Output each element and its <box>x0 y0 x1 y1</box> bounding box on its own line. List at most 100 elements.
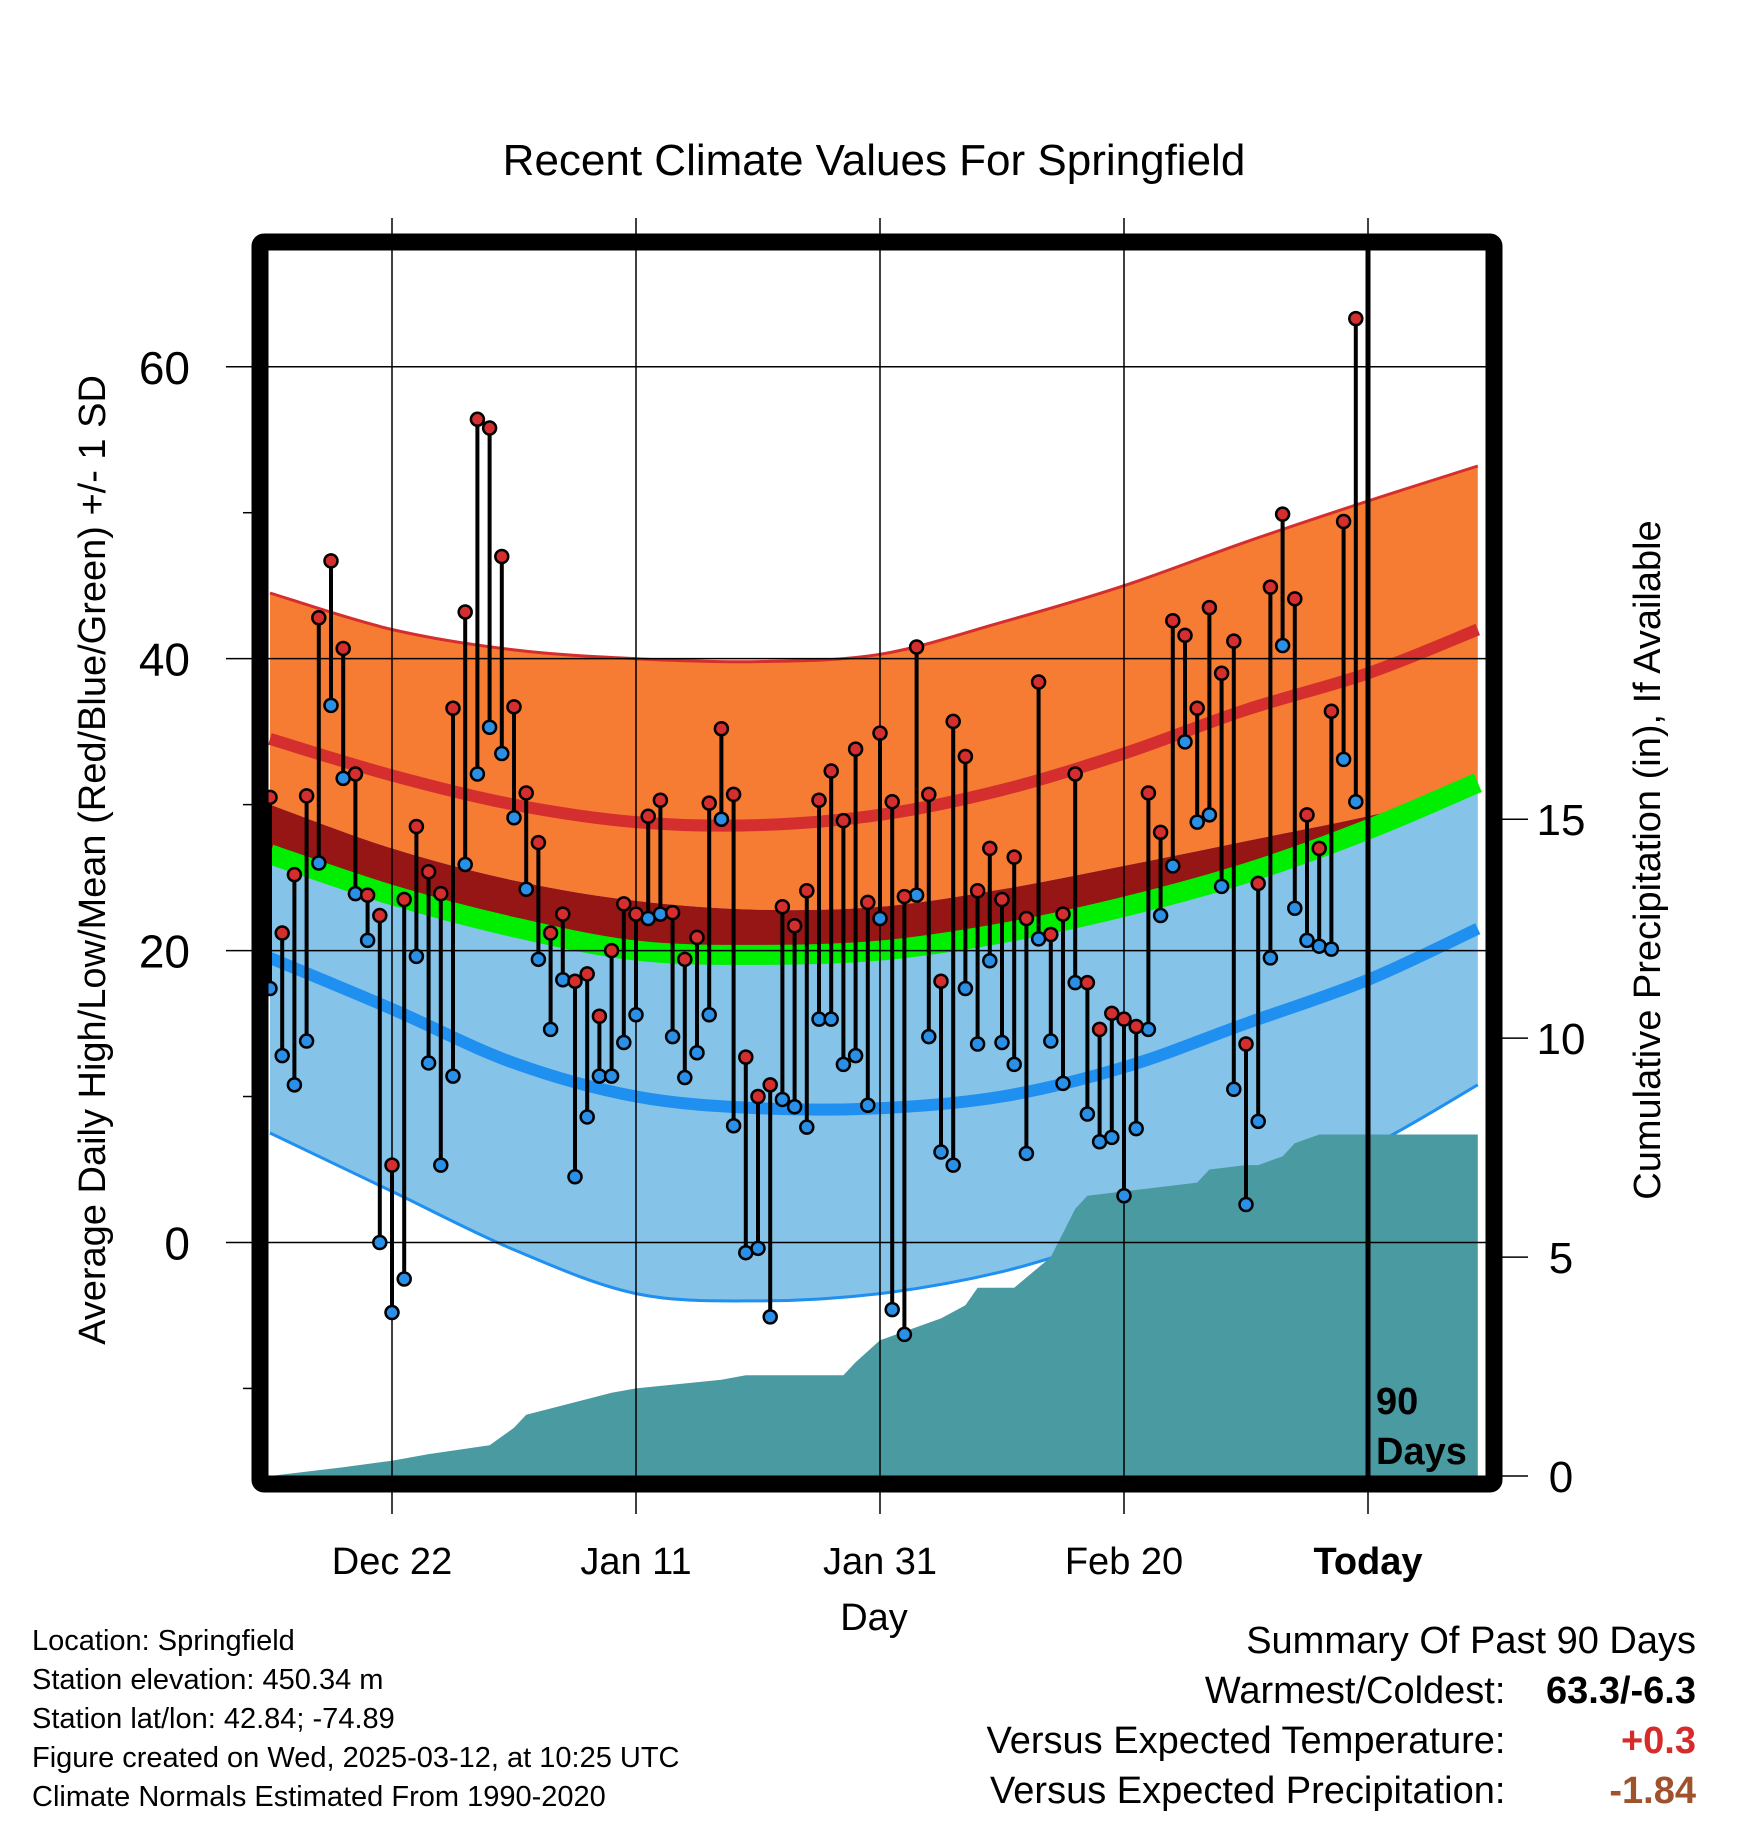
daily-low-point <box>1165 858 1181 874</box>
station-info: Location: Springfield Station elevation:… <box>32 1622 680 1817</box>
daily-high-point <box>469 411 486 428</box>
daily-low-point <box>420 1055 437 1071</box>
daily-high-point <box>1262 579 1279 595</box>
daily-low-point <box>725 1117 742 1134</box>
daily-high-point <box>1274 506 1291 522</box>
daily-high-point <box>347 766 364 782</box>
daily-low-point <box>799 1119 815 1135</box>
y2-tick-label: 10 <box>1537 1015 1586 1064</box>
daily-high-point <box>799 882 815 899</box>
x-tick-label: Jan 11 <box>580 1541 691 1583</box>
daily-high-point <box>579 966 595 982</box>
daily-low-point <box>982 953 998 969</box>
y2-tick-label: 0 <box>1549 1453 1573 1502</box>
daily-high-point <box>884 793 900 810</box>
daily-low-point <box>1262 950 1279 966</box>
plot-border <box>251 233 1503 1493</box>
daily-high-point <box>494 548 510 565</box>
daily-low-point <box>677 1069 693 1086</box>
daily-high-point <box>445 700 461 717</box>
daily-high-point <box>286 866 303 883</box>
y-axis-label: Average Daily High/Low/Mean (Red/Blue/Gr… <box>72 375 114 1345</box>
daily-low-point <box>567 1169 583 1185</box>
daily-low-point <box>933 1144 949 1160</box>
daily-high-point <box>750 1088 766 1105</box>
daily-low-point <box>774 1091 791 1108</box>
y-tick-label: 0 <box>164 1217 190 1269</box>
precipitation-area-fill <box>270 1134 1478 1476</box>
daily-low-point <box>359 932 376 949</box>
daily-low-point <box>1140 1021 1157 1038</box>
daily-high-point <box>1079 974 1096 991</box>
daily-high-point <box>1165 612 1181 629</box>
daily-high-point <box>335 640 351 657</box>
daily-low-point <box>445 1068 461 1084</box>
daily-high-point <box>481 420 498 436</box>
y-tick-label: 40 <box>139 634 190 686</box>
latlon-text: Station lat/lon: 42.84; -74.89 <box>32 1703 395 1735</box>
daily-low-point <box>664 1028 681 1045</box>
daily-high-point <box>725 786 742 803</box>
daily-high-point <box>689 929 705 946</box>
daily-low-point <box>1116 1188 1132 1204</box>
x-axis-label: Day <box>840 1597 908 1639</box>
created-text: Figure created on Wed, 2025-03-12, at 10… <box>32 1742 680 1774</box>
daily-low-point <box>433 1157 449 1173</box>
daily-high-point <box>1091 1021 1108 1038</box>
x-tick-label: Feb 20 <box>1065 1541 1183 1583</box>
daily-high-point <box>1226 633 1242 649</box>
daily-high-point <box>982 840 998 857</box>
daily-low-point <box>1323 941 1340 957</box>
daily-low-point <box>616 1034 632 1051</box>
daily-high-point <box>1201 599 1218 616</box>
daily-high-point <box>1067 766 1083 782</box>
daily-high-point <box>396 891 412 908</box>
daily-low-point <box>396 1271 412 1287</box>
daily-high-point <box>1311 840 1327 857</box>
daily-low-point <box>945 1157 961 1173</box>
daily-high-point <box>298 788 315 804</box>
daily-high-point <box>628 906 644 922</box>
daily-low-point <box>1152 907 1169 924</box>
daily-high-point <box>1140 785 1157 801</box>
x-tick-label: Today <box>1313 1541 1422 1583</box>
daily-high-point <box>835 812 852 829</box>
daily-low-point <box>542 1021 559 1038</box>
x-tick-label: Dec 22 <box>332 1541 452 1583</box>
daily-high-point <box>957 748 974 765</box>
daily-high-point <box>359 887 376 903</box>
daily-high-point <box>811 792 827 808</box>
window-label: Days <box>1376 1431 1467 1473</box>
daily-low-point <box>372 1234 388 1251</box>
daily-high-point <box>1006 849 1022 865</box>
daily-high-point <box>786 918 803 934</box>
normals-text: Climate Normals Estimated From 1990-2020 <box>32 1781 606 1813</box>
daily-low-point <box>555 972 571 988</box>
daily-high-point <box>616 896 632 912</box>
daily-high-point <box>1152 824 1169 841</box>
daily-high-point <box>555 906 571 922</box>
summary-precip-row: Versus Expected Precipitation: -1.84 <box>987 1766 1696 1816</box>
observations <box>262 310 1364 1343</box>
daily-low-point <box>323 697 339 714</box>
daily-high-point <box>994 891 1010 908</box>
daily-low-point <box>1079 1106 1096 1122</box>
daily-low-point <box>835 1056 852 1073</box>
daily-low-point <box>311 855 327 871</box>
daily-low-point <box>1189 814 1205 830</box>
daily-high-point <box>457 604 473 620</box>
daily-high-point <box>908 639 925 655</box>
location-text: Location: Springfield <box>32 1625 295 1657</box>
daily-high-point <box>701 795 717 811</box>
daily-low-point <box>1311 938 1327 954</box>
precip-anomaly-label: Versus Expected Precipitation: <box>990 1770 1506 1812</box>
daily-low-point <box>908 887 925 903</box>
daily-high-point <box>1335 513 1352 530</box>
daily-high-point <box>384 1157 400 1173</box>
daily-low-point <box>1238 1196 1254 1213</box>
daily-low-point <box>628 1007 644 1023</box>
daily-low-point <box>896 1326 913 1343</box>
daily-high-point <box>1055 906 1071 922</box>
daily-low-point <box>884 1301 900 1318</box>
